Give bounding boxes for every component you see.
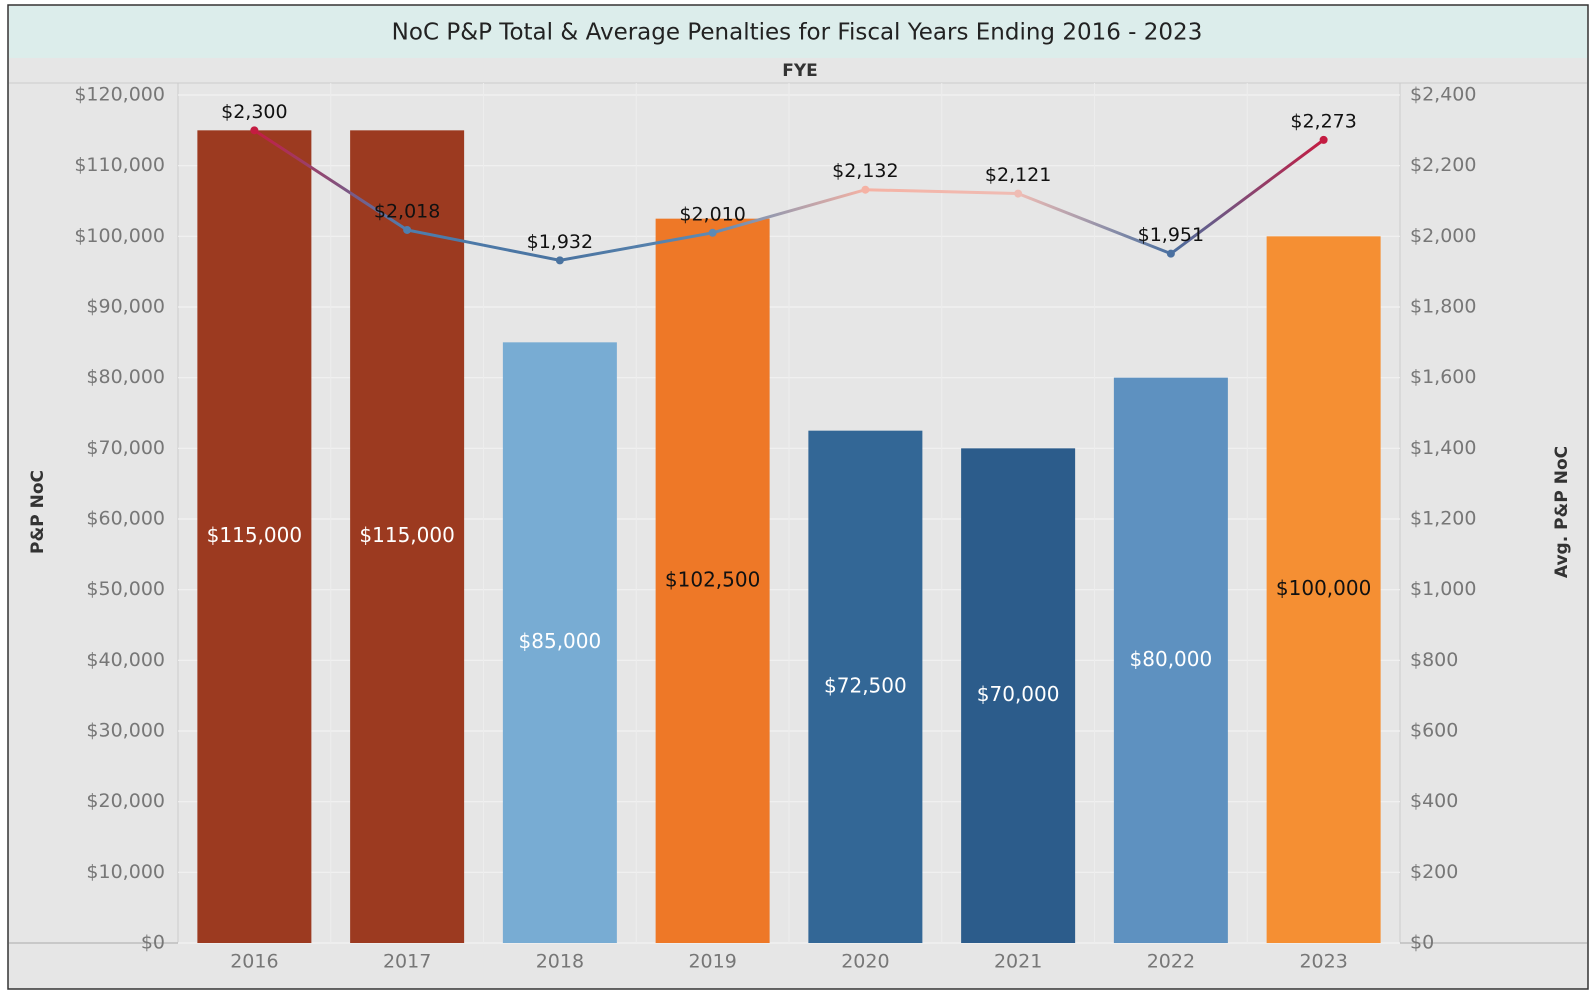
bar-label: $115,000 (207, 523, 302, 547)
bar-label: $85,000 (519, 629, 602, 653)
y2-tick-label: $1,400 (1410, 437, 1476, 459)
y2-tick-label: $2,400 (1410, 84, 1476, 106)
bar-label: $72,500 (824, 673, 907, 697)
x-tick-label: 2017 (383, 951, 431, 973)
line-label: $2,121 (985, 164, 1051, 186)
x-tick-label: 2022 (1147, 951, 1195, 973)
y2-tick-label: $800 (1410, 649, 1458, 671)
y2-tick-label: $200 (1410, 861, 1458, 883)
y-tick-label: $110,000 (74, 154, 165, 176)
x-tick-label: 2018 (536, 951, 584, 973)
x-tick-label: 2019 (688, 951, 736, 973)
chart-title: NoC P&P Total & Average Penalties for Fi… (392, 20, 1203, 46)
line-label: $2,273 (1290, 110, 1356, 132)
y2-tick-label: $600 (1410, 720, 1458, 742)
bar-label: $115,000 (359, 523, 454, 547)
bar-label: $100,000 (1276, 576, 1371, 600)
y2-tick-label: $1,200 (1410, 508, 1476, 530)
y-tick-label: $80,000 (86, 366, 165, 388)
line (253, 129, 1325, 262)
y-tick-label: $10,000 (86, 861, 165, 883)
line-point (1014, 189, 1023, 198)
y-tick-label: $30,000 (86, 720, 165, 742)
y-tick-label: $60,000 (86, 508, 165, 530)
bar (961, 448, 1076, 943)
y-tick-label: $40,000 (86, 649, 165, 671)
line-point (555, 256, 564, 265)
y-tick-label: $120,000 (74, 84, 165, 106)
y-tick-label: $70,000 (86, 437, 165, 459)
bar (197, 130, 312, 944)
line-point (1166, 249, 1175, 258)
bar-label: $102,500 (665, 567, 760, 591)
line-point (861, 185, 870, 194)
bar (1113, 377, 1228, 944)
line-label: $2,018 (374, 200, 440, 222)
y2-tick-label: $2,000 (1410, 225, 1476, 247)
y-tick-label: $0 (141, 932, 165, 954)
title-band (9, 6, 1587, 58)
bar (808, 430, 923, 944)
y2-tick-label: $1,800 (1410, 296, 1476, 318)
y2-tick-label: $400 (1410, 790, 1458, 812)
y-tick-label: $90,000 (86, 296, 165, 318)
bar (502, 342, 617, 943)
line-point (1319, 135, 1328, 144)
line-point (403, 225, 412, 234)
line-label: $1,932 (527, 231, 593, 253)
y-tick-label: $100,000 (74, 225, 165, 247)
line-label: $2,010 (679, 203, 745, 225)
bar-label: $70,000 (977, 682, 1060, 706)
x-header: FYE (782, 61, 818, 81)
x-tick-label: 2021 (994, 951, 1042, 973)
line-label: $2,132 (832, 160, 898, 182)
y2-tick-label: $2,200 (1410, 154, 1476, 176)
y2-tick-label: $0 (1410, 932, 1434, 954)
line-label: $1,951 (1138, 224, 1204, 246)
y2-tick-label: $1,600 (1410, 366, 1476, 388)
y-axis-title: P&P NoC (28, 470, 48, 554)
bar-label: $80,000 (1130, 647, 1213, 671)
x-tick-label: 2020 (841, 951, 889, 973)
line-point (250, 126, 259, 135)
line-label: $2,300 (221, 101, 287, 123)
bar (655, 218, 770, 943)
y2-axis-title: Avg. P&P NoC (1552, 446, 1572, 578)
y-tick-label: $20,000 (86, 790, 165, 812)
bar (350, 130, 465, 944)
y-tick-label: $50,000 (86, 578, 165, 600)
bar (1266, 236, 1381, 944)
x-tick-label: 2023 (1299, 951, 1347, 973)
line-point (708, 228, 717, 237)
y2-tick-label: $1,000 (1410, 578, 1476, 600)
x-tick-label: 2016 (230, 951, 278, 973)
